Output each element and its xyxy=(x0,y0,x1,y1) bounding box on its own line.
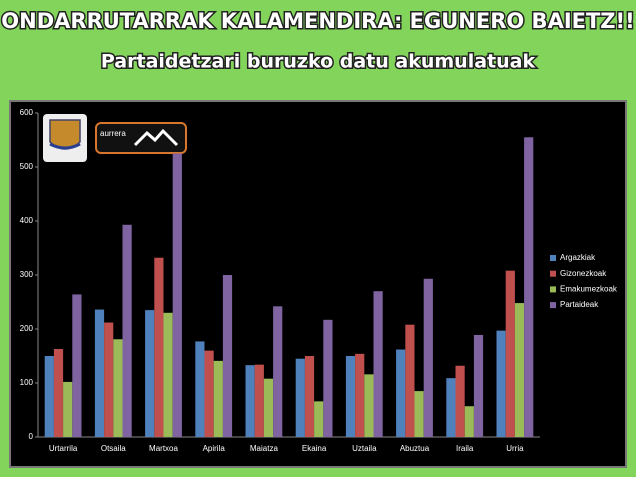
legend-label: Argazkiak xyxy=(560,253,596,262)
logo-shield xyxy=(43,114,87,162)
bar xyxy=(314,401,324,437)
legend-swatch xyxy=(550,286,556,293)
bar xyxy=(464,406,474,437)
x-tick-label: Martxoa xyxy=(149,444,178,453)
y-tick-label: 300 xyxy=(20,270,34,279)
bar xyxy=(355,353,365,437)
bar xyxy=(364,374,374,437)
bar xyxy=(514,303,525,437)
y-tick-label: 500 xyxy=(20,162,34,171)
bar xyxy=(113,339,123,437)
legend-swatch xyxy=(550,255,556,261)
bar xyxy=(505,270,515,437)
y-tick-label: 200 xyxy=(20,324,34,333)
bar xyxy=(104,322,114,437)
bar xyxy=(455,365,465,437)
bar xyxy=(154,257,164,437)
bar xyxy=(94,309,105,437)
bar xyxy=(405,324,415,437)
bar xyxy=(273,306,283,437)
y-tick-label: 100 xyxy=(20,378,34,387)
chart-subtitle: Partaidetzari buruzko datu akumulatuak xyxy=(101,51,536,73)
bar xyxy=(222,275,233,437)
x-tick-label: Ekaina xyxy=(302,444,327,453)
bar xyxy=(423,278,433,437)
logo-text: aurrera xyxy=(100,129,126,138)
bar xyxy=(414,391,424,437)
bar xyxy=(172,153,182,437)
bar xyxy=(373,291,383,437)
x-tick-label: Abuztua xyxy=(400,444,430,453)
bar xyxy=(195,341,205,437)
bar xyxy=(263,378,274,437)
x-tick-label: Urtarrila xyxy=(49,444,78,453)
x-tick-label: Apirila xyxy=(203,444,226,453)
bar xyxy=(163,312,173,437)
legend-label: Emakumezkoak xyxy=(560,285,618,294)
bar xyxy=(254,364,264,437)
y-tick-label: 400 xyxy=(20,216,34,225)
x-tick-label: Iraila xyxy=(456,444,474,453)
bar xyxy=(53,348,64,437)
bar xyxy=(63,381,73,437)
x-tick-label: Otsaila xyxy=(101,444,126,453)
chart-title: ONDARRUTARRAK KALAMENDIRA: EGUNERO BAIET… xyxy=(1,9,634,33)
bar xyxy=(473,334,484,437)
logo-aurrera: aurrera xyxy=(95,122,187,154)
bar xyxy=(44,356,54,437)
bar xyxy=(295,358,305,437)
bar xyxy=(323,319,333,437)
y-tick-label: 600 xyxy=(20,108,34,117)
bar xyxy=(446,378,456,437)
x-tick-label: Maiatza xyxy=(250,444,279,453)
legend-swatch xyxy=(550,302,556,309)
bar xyxy=(524,137,534,438)
bar xyxy=(304,356,315,437)
bar xyxy=(145,310,155,437)
bar xyxy=(345,356,356,437)
bar xyxy=(122,224,132,437)
legend-label: Partaideak xyxy=(560,300,599,309)
bar xyxy=(496,330,506,437)
x-tick-label: Urria xyxy=(506,444,524,453)
bar xyxy=(245,365,255,437)
legend-swatch xyxy=(550,270,556,277)
bar xyxy=(396,349,406,437)
bar xyxy=(204,350,214,437)
bar xyxy=(213,360,223,437)
bar xyxy=(72,294,82,437)
y-tick-label: 0 xyxy=(29,432,34,441)
x-tick-label: Uztaila xyxy=(352,444,377,453)
legend-label: Gizonezkoak xyxy=(560,269,607,278)
